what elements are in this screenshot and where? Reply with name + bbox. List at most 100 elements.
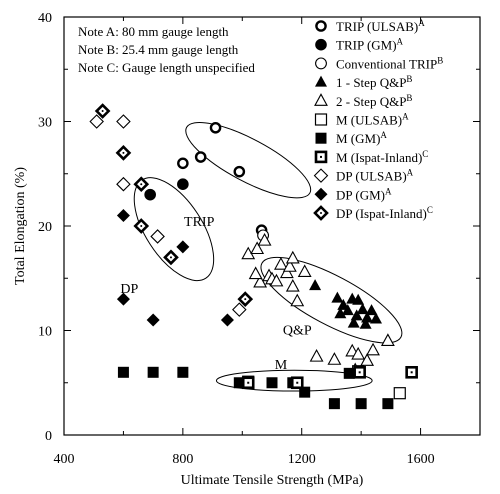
point-2-step-q-p	[257, 232, 272, 246]
series-1-step-q-p	[309, 279, 382, 329]
point-trip-ulsab	[233, 165, 246, 178]
x-tick-label: 1600	[407, 452, 435, 467]
point-m-gm	[299, 386, 311, 398]
legend-item-dp-ulsab: DP (ULSAB)A	[313, 168, 414, 184]
point-1-step-q-p	[352, 293, 365, 305]
point-dp-ulsab	[116, 176, 131, 192]
point-m-gm	[328, 398, 340, 410]
legend-marker-2-step-q-p	[314, 93, 328, 106]
point-m-gm	[147, 366, 159, 378]
legend-item-m-ispat-inland: M (Ispat-Inland)C	[314, 149, 428, 165]
y-tick-label: 40	[38, 11, 52, 26]
legend-sup: C	[422, 149, 428, 159]
point-1-step-q-p	[356, 303, 369, 315]
legend-item-m-ulsab: M (ULSAB)A	[314, 112, 409, 128]
legend-marker-m-ulsab	[314, 113, 328, 126]
point-2-step-q-p	[290, 293, 305, 307]
point-1-step-q-p	[361, 311, 374, 323]
legend-item-conventional-trip: Conventional TRIPB	[315, 55, 443, 71]
point-2-step-q-p	[253, 274, 268, 288]
point-1-step-q-p	[359, 317, 372, 329]
point-m-gm	[343, 367, 355, 379]
point-dp-gm	[146, 313, 160, 327]
point-m-gm	[177, 366, 189, 378]
legend-label: TRIP (GM)A	[336, 37, 404, 53]
point-m-ispat-inland	[241, 376, 255, 390]
point-dp-gm	[116, 209, 130, 223]
region-labels: TRIP DP Q&P M	[120, 215, 311, 373]
legend-label: 1 - Step Q&PB	[336, 74, 412, 90]
point-1-step-q-p	[370, 312, 382, 324]
legend-item-dp-ispat-inland: DP (Ispat-Inland)C	[313, 205, 433, 221]
point-dp-ispat-inland	[133, 176, 150, 193]
point-2-step-q-p	[250, 241, 265, 255]
point-m-ispat-inland	[290, 376, 304, 390]
legend-item-m-gm: M (GM)A	[315, 130, 387, 146]
y-tick-label: 30	[38, 116, 52, 131]
legend-label: 2 - Step Q&PB	[336, 93, 412, 109]
point-2-step-q-p	[297, 264, 312, 278]
legend-marker-m-gm	[315, 132, 327, 144]
series-dp-ispat-inland	[94, 103, 254, 307]
point-2-step-q-p	[360, 353, 375, 366]
point-dp-ispat-inland	[163, 249, 179, 266]
legend-sup: A	[380, 130, 387, 140]
x-tick-label: 1200	[288, 452, 316, 467]
region-ellipse-q-p	[260, 256, 403, 344]
point-dp-ulsab	[232, 302, 247, 317]
point-trip-ulsab	[177, 157, 189, 170]
point-1-step-q-p	[334, 307, 347, 319]
point-m-gm	[233, 377, 245, 389]
point-dp-ispat-inland	[237, 291, 254, 307]
legend-label: M (Ispat-Inland)C	[336, 149, 428, 165]
point-2-step-q-p	[285, 278, 300, 292]
legend-sup: C	[427, 205, 433, 215]
y-tick-label: 20	[38, 220, 52, 235]
data-points	[89, 103, 418, 410]
region-ellipses	[133, 121, 403, 392]
y-tick-label: 0	[45, 429, 52, 444]
point-dp-ulsab	[116, 114, 131, 129]
legend-sup: B	[406, 93, 412, 103]
legend-label: DP (GM)A	[336, 186, 392, 202]
legend-label: M (GM)A	[336, 130, 387, 146]
point-dp-ispat-inland	[115, 145, 132, 161]
point-dp-gm	[116, 292, 130, 306]
y-tick-labels: 0 10 20 30 40	[38, 11, 52, 444]
series-trip-ulsab	[177, 121, 268, 236]
note-a: Note A: 80 mm gauge length	[78, 24, 229, 39]
point-2-step-q-p	[285, 250, 300, 264]
axis-ticks	[63, 16, 481, 436]
series-trip-gm	[144, 178, 189, 201]
legend-label: DP (ULSAB)A	[336, 168, 414, 184]
point-2-step-q-p	[248, 266, 263, 280]
point-m-gm	[117, 366, 129, 378]
legend-sup: A	[402, 112, 409, 122]
legend-sup: B	[406, 74, 412, 84]
legend-item-trip-gm: TRIP (GM)A	[315, 37, 404, 53]
series-dp-gm	[116, 209, 234, 327]
legend: TRIP (ULSAB)A TRIP (GM)A Conventional TRIP…	[313, 18, 443, 221]
legend-sup: A	[385, 186, 392, 196]
legend-marker-m-ispat-inland	[314, 150, 328, 164]
y-tick-label: 10	[38, 325, 52, 340]
point-1-step-q-p	[365, 304, 378, 316]
legend-marker-conventional-trip	[315, 57, 327, 70]
legend-label: Conventional TRIPB	[336, 55, 443, 71]
legend-item-1-step-q-p: 1 - Step Q&PB	[315, 74, 412, 90]
region-ellipse-trip	[185, 121, 312, 199]
legend-label: DP (Ispat-Inland)C	[336, 205, 433, 221]
legend-sup: A	[407, 168, 414, 178]
region-label-q-p: Q&P	[283, 324, 312, 339]
point-m-gm	[382, 398, 394, 410]
point-dp-ispat-inland	[94, 103, 111, 119]
point-m-ispat-inland	[405, 365, 418, 379]
legend-label: TRIP (ULSAB)A	[336, 18, 425, 34]
point-2-step-q-p	[327, 352, 342, 365]
point-m-ispat-inland	[353, 365, 366, 379]
x-tick-label: 400	[54, 452, 75, 467]
point-m-gm	[355, 398, 367, 410]
series-2-step-q-p	[241, 232, 395, 376]
note-c: Note C: Gauge length unspecified	[78, 60, 255, 75]
